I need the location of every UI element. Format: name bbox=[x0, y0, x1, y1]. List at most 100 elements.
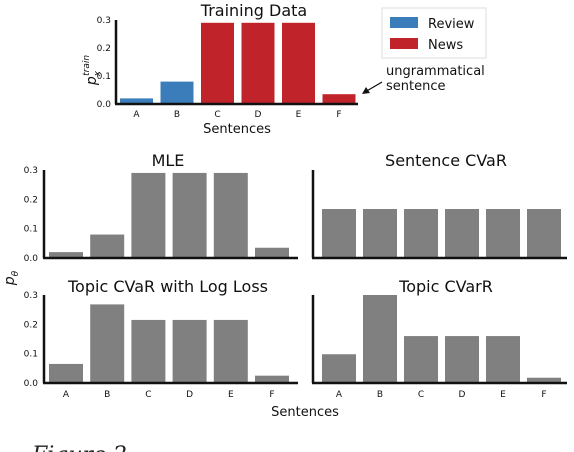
topic-cvar-log-ytick-label: 0.3 bbox=[24, 291, 38, 301]
mle-bar-c bbox=[131, 172, 166, 258]
training-y-ticks: 0.0 0.1 0.2 0.3 bbox=[97, 16, 112, 110]
topic-cvar-title: Topic CVarR bbox=[398, 277, 493, 296]
annotation-arrow-head bbox=[362, 87, 370, 94]
sentence-cvar-bar-b bbox=[363, 209, 397, 258]
topic-cvar-bar-b bbox=[363, 295, 397, 383]
training-bars bbox=[120, 22, 356, 104]
training-bar-a bbox=[120, 98, 153, 104]
training-xtick-label: E bbox=[296, 110, 302, 120]
topic-cvar-log-xtick-label: A bbox=[63, 390, 70, 400]
topic-cvar-panel: Topic CVarR A B C D E F bbox=[311, 277, 567, 400]
topic-cvar-bar-e bbox=[486, 336, 520, 383]
topic-cvar-xtick-label: C bbox=[418, 390, 424, 400]
topic-cvar-log-xtick-label: D bbox=[186, 390, 193, 400]
sentence-cvar-bar-e bbox=[486, 209, 520, 258]
topic-cvar-log-bar-d bbox=[172, 319, 207, 383]
topic-cvar-log-bar-a bbox=[49, 363, 83, 383]
mle-y-ticks: 0.0 0.1 0.2 0.3 bbox=[24, 166, 39, 264]
shared-ylabel-base: p bbox=[2, 276, 18, 286]
training-bar-e bbox=[282, 22, 315, 104]
topic-cvar-log-bar-e bbox=[213, 319, 248, 383]
mle-bar-f bbox=[255, 247, 289, 258]
topic-cvar-bar-f bbox=[527, 377, 561, 383]
topic-cvar-x-ticks: A B C D E F bbox=[336, 390, 547, 400]
legend-swatch-review bbox=[390, 17, 418, 28]
topic-cvar-bar-a bbox=[322, 354, 356, 383]
training-x-ticks: A B C D E F bbox=[133, 110, 341, 120]
topic-cvar-log-y-ticks: 0.0 0.1 0.2 0.3 bbox=[24, 291, 39, 389]
topic-cvar-log-title: Topic CVaR with Log Loss bbox=[67, 277, 268, 296]
mle-bar-e bbox=[213, 172, 248, 258]
topic-cvar-log-xtick-label: B bbox=[104, 390, 110, 400]
mle-ytick-label: 0.2 bbox=[24, 195, 38, 205]
mle-title: MLE bbox=[152, 151, 185, 170]
sentence-cvar-panel: Sentence CVaR bbox=[311, 151, 567, 260]
annotation-line2: sentence bbox=[386, 79, 446, 94]
topic-cvar-log-ytick-label: 0.2 bbox=[24, 320, 38, 330]
topic-cvar-log-ytick-label: 0.1 bbox=[24, 350, 38, 360]
topic-cvar-bar-c bbox=[404, 336, 438, 383]
training-xtick-label: B bbox=[174, 110, 180, 120]
training-legend: Review News bbox=[381, 7, 487, 59]
shared-xlabel: Sentences bbox=[271, 405, 339, 420]
training-bar-b bbox=[160, 81, 194, 104]
training-ylabel: pxtrain bbox=[82, 55, 103, 86]
training-ylabel-sup: train bbox=[82, 55, 92, 76]
mle-ytick-label: 0.1 bbox=[24, 225, 38, 235]
training-ytick-label: 0.1 bbox=[97, 72, 111, 82]
training-ylabel-sub: x bbox=[93, 70, 103, 77]
training-xtick-label: F bbox=[336, 110, 341, 120]
annotation-line1: ungrammatical bbox=[386, 64, 485, 79]
training-ylabel-base: p bbox=[84, 76, 100, 86]
training-xtick-label: D bbox=[255, 110, 262, 120]
topic-cvar-log-ytick-label: 0.0 bbox=[24, 379, 39, 389]
annotation-ungrammatical: ungrammatical sentence bbox=[362, 64, 485, 94]
training-bar-f bbox=[322, 94, 356, 104]
mle-bars bbox=[49, 172, 289, 258]
mle-bar-d bbox=[172, 172, 207, 258]
training-bar-c bbox=[201, 22, 234, 104]
sentence-cvar-bars bbox=[322, 209, 561, 258]
figure-caption: Figure 2 bbox=[31, 443, 127, 452]
mle-ytick-label: 0.0 bbox=[24, 254, 39, 264]
training-ytick-label: 0.3 bbox=[97, 16, 111, 26]
legend-label-review: Review bbox=[428, 17, 475, 32]
topic-cvar-bar-d bbox=[445, 336, 479, 383]
sentence-cvar-bar-f bbox=[527, 209, 561, 258]
sentence-cvar-bar-a bbox=[322, 209, 356, 258]
topic-cvar-log-x-ticks: A B C D E F bbox=[63, 390, 275, 400]
topic-cvar-log-xtick-label: E bbox=[228, 390, 234, 400]
topic-cvar-log-bar-c bbox=[131, 319, 166, 383]
topic-cvar-log-xtick-label: F bbox=[269, 390, 274, 400]
topic-cvar-xtick-label: F bbox=[541, 390, 546, 400]
legend-swatch-news bbox=[390, 38, 418, 49]
shared-ylabel: pθ bbox=[2, 270, 21, 286]
topic-cvar-xtick-label: D bbox=[459, 390, 466, 400]
mle-ytick-label: 0.3 bbox=[24, 166, 38, 176]
topic-cvar-bars bbox=[322, 295, 561, 383]
topic-cvar-log-bars bbox=[49, 304, 289, 383]
mle-bar-a bbox=[49, 252, 83, 258]
training-xtick-label: C bbox=[214, 110, 220, 120]
mle-bar-b bbox=[90, 234, 125, 258]
topic-cvar-log-bar-b bbox=[90, 304, 125, 383]
legend-frame bbox=[381, 7, 487, 59]
topic-cvar-xtick-label: A bbox=[336, 390, 343, 400]
training-panel: Training Data 0.0 0.1 0.2 0.3 A B C D E F Senten… bbox=[82, 1, 487, 137]
training-xtick-label: A bbox=[133, 110, 140, 120]
topic-cvar-xtick-label: E bbox=[500, 390, 506, 400]
training-xlabel: Sentences bbox=[203, 122, 271, 137]
sentence-cvar-title: Sentence CVaR bbox=[385, 151, 507, 170]
training-ytick-label: 0.2 bbox=[97, 44, 111, 54]
topic-cvar-xtick-label: B bbox=[377, 390, 383, 400]
shared-ylabel-sub: θ bbox=[11, 270, 21, 276]
sentence-cvar-bar-c bbox=[404, 209, 438, 258]
topic-cvar-log-bar-f bbox=[255, 375, 289, 383]
training-title: Training Data bbox=[200, 1, 307, 20]
topic-cvar-log-panel: Topic CVaR with Log Loss 0.0 0.1 0.2 0.3 A B… bbox=[24, 277, 298, 400]
training-ytick-label: 0.0 bbox=[97, 100, 112, 110]
topic-cvar-log-xtick-label: C bbox=[145, 390, 151, 400]
legend-label-news: News bbox=[428, 38, 463, 53]
sentence-cvar-bar-d bbox=[445, 209, 479, 258]
